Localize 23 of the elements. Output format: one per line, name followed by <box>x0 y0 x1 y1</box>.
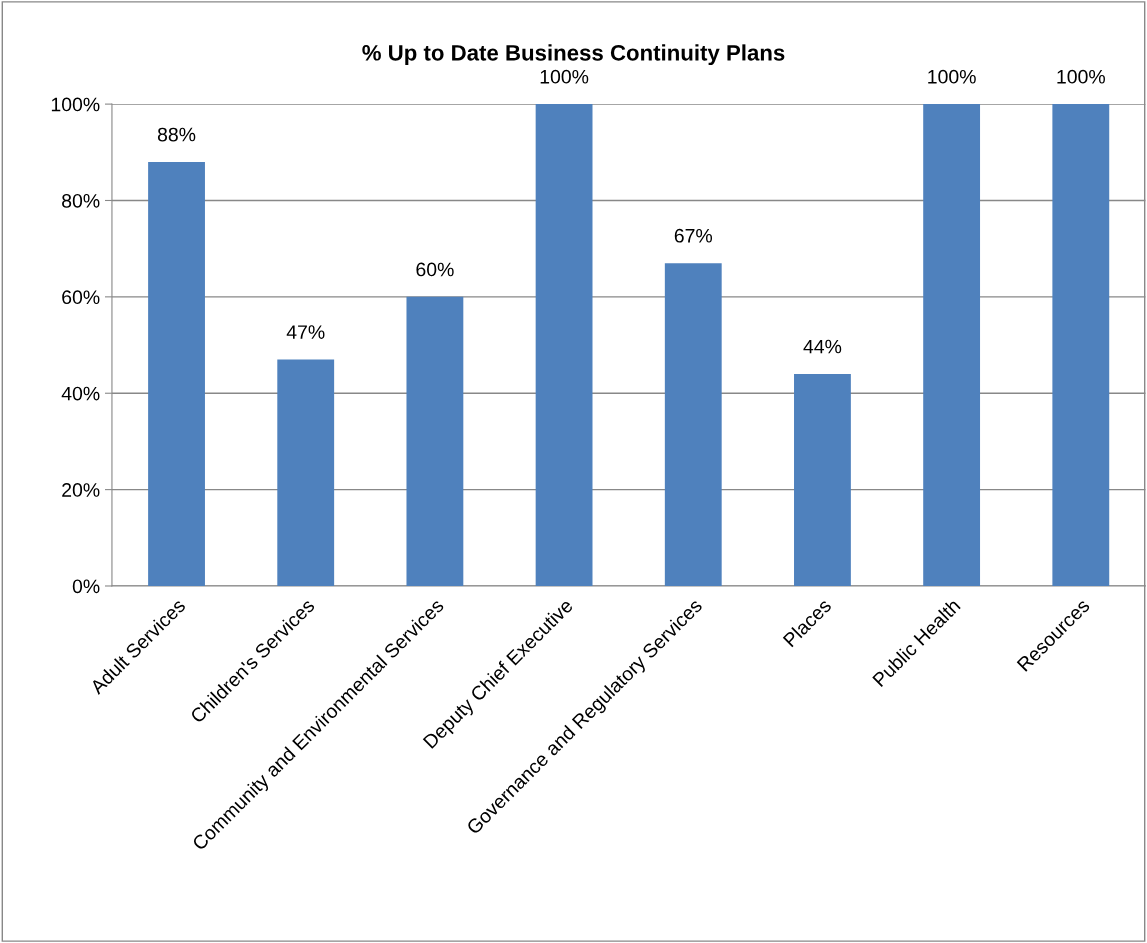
bar <box>794 373 851 586</box>
chart-title: % Up to Date Business Continuity Plans <box>362 44 785 66</box>
bar <box>923 104 981 586</box>
bar <box>535 104 593 586</box>
bar <box>664 263 722 586</box>
y-tick-label: 100% <box>51 97 100 112</box>
y-tick-label: 40% <box>61 386 100 401</box>
data-label: 100% <box>540 69 589 84</box>
bar <box>1052 104 1110 586</box>
data-label: 47% <box>286 325 325 339</box>
data-label: 44% <box>803 339 842 354</box>
bar <box>148 161 205 586</box>
data-label: 88% <box>157 127 196 142</box>
y-tick-label: 0% <box>72 579 100 594</box>
bar <box>406 296 464 586</box>
data-label: 100% <box>1057 69 1105 84</box>
bar <box>277 359 335 586</box>
data-label: 100% <box>928 69 976 84</box>
data-label: 60% <box>416 262 454 277</box>
data-label: 67% <box>674 228 713 243</box>
y-tick-label: 80% <box>62 193 100 208</box>
y-tick-label: 20% <box>62 483 100 497</box>
y-tick-label: 60% <box>62 290 100 305</box>
